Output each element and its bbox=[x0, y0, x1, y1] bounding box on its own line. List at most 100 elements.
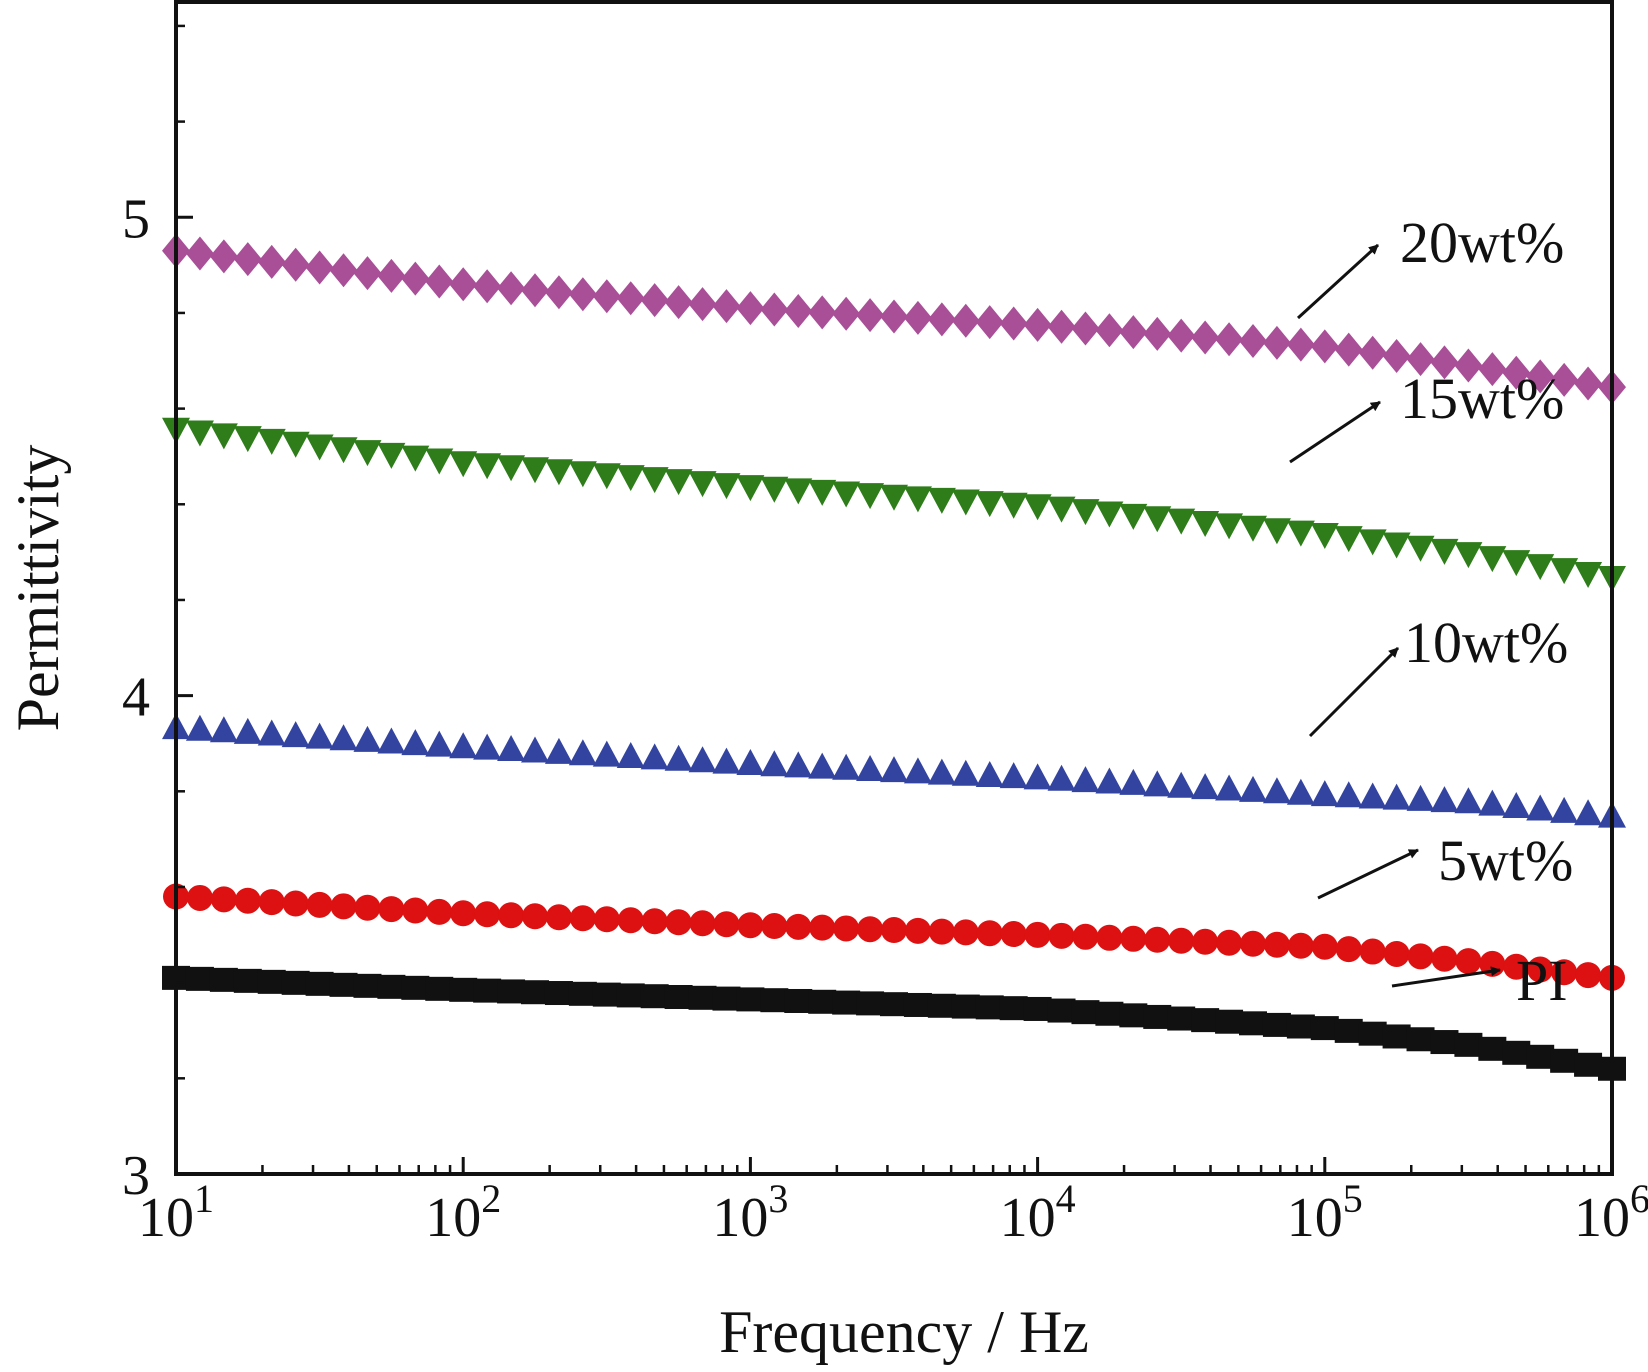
annotation-pi: PI bbox=[1391, 948, 1568, 1013]
data-point bbox=[1167, 318, 1196, 353]
data-point bbox=[856, 754, 885, 781]
data-point bbox=[975, 491, 1004, 518]
data-point bbox=[904, 917, 931, 944]
data-point bbox=[1359, 938, 1386, 965]
data-point bbox=[592, 463, 621, 490]
data-point bbox=[1095, 767, 1124, 794]
data-point bbox=[688, 985, 717, 1010]
data-point bbox=[354, 894, 381, 921]
series-20wt bbox=[162, 233, 1626, 405]
x-tick-exponent: 6 bbox=[1630, 1176, 1648, 1221]
data-point bbox=[1239, 775, 1267, 802]
data-point bbox=[210, 886, 237, 913]
data-point bbox=[281, 431, 310, 458]
data-point bbox=[186, 884, 213, 911]
data-point bbox=[1503, 953, 1530, 980]
data-point bbox=[832, 481, 861, 508]
data-point bbox=[1143, 1004, 1172, 1029]
data-point bbox=[927, 302, 956, 337]
data-point bbox=[377, 258, 406, 293]
data-point bbox=[1454, 542, 1483, 569]
data-point bbox=[497, 735, 526, 762]
data-point bbox=[1406, 784, 1435, 811]
data-point bbox=[1167, 508, 1196, 535]
data-point bbox=[425, 264, 454, 299]
data-point bbox=[616, 281, 645, 316]
data-point bbox=[785, 913, 812, 940]
data-point bbox=[1215, 322, 1244, 357]
data-point bbox=[1406, 535, 1435, 562]
data-point bbox=[1526, 1044, 1555, 1069]
data-point bbox=[1191, 1008, 1220, 1033]
data-point bbox=[1239, 324, 1267, 359]
data-point bbox=[353, 256, 382, 291]
data-point bbox=[808, 752, 837, 779]
data-point bbox=[1047, 309, 1076, 344]
data-point bbox=[1071, 1000, 1100, 1025]
data-point bbox=[1454, 348, 1483, 383]
x-tick-label: 104 bbox=[1000, 1176, 1076, 1249]
data-point bbox=[1262, 325, 1291, 360]
data-point bbox=[1023, 763, 1052, 790]
data-point bbox=[450, 900, 477, 927]
x-tick-exponent: 2 bbox=[481, 1176, 501, 1221]
data-point bbox=[544, 459, 573, 486]
x-tick-label: 103 bbox=[712, 1176, 788, 1249]
data-point bbox=[641, 908, 668, 935]
data-point bbox=[1215, 774, 1244, 801]
data-point bbox=[1263, 931, 1290, 958]
data-point bbox=[856, 483, 885, 510]
data-point bbox=[1287, 932, 1314, 959]
data-point bbox=[1310, 522, 1339, 549]
data-point bbox=[1527, 956, 1554, 983]
data-point bbox=[1502, 550, 1531, 577]
x-tick-base: 10 bbox=[1574, 1187, 1630, 1249]
data-point bbox=[688, 287, 717, 322]
data-point bbox=[209, 967, 238, 992]
data-point bbox=[233, 426, 262, 453]
data-point bbox=[234, 887, 261, 914]
data-point bbox=[401, 445, 430, 472]
series-10wt bbox=[162, 713, 1626, 828]
data-point bbox=[1430, 538, 1459, 565]
data-point bbox=[616, 983, 645, 1008]
data-point bbox=[1047, 764, 1076, 791]
data-point bbox=[306, 891, 333, 918]
data-point bbox=[999, 492, 1028, 519]
data-point bbox=[592, 279, 621, 314]
data-point bbox=[1216, 929, 1243, 956]
data-point bbox=[856, 298, 885, 333]
x-tick-base: 10 bbox=[138, 1187, 194, 1249]
data-point bbox=[1239, 1011, 1267, 1036]
x-tick-base: 10 bbox=[1287, 1187, 1343, 1249]
x-axis-title: Frequency / Hz bbox=[719, 1299, 1089, 1365]
data-point bbox=[449, 732, 478, 759]
data-point bbox=[712, 473, 741, 500]
annotation-label: PI bbox=[1516, 948, 1568, 1013]
data-point bbox=[1454, 787, 1483, 814]
data-point bbox=[257, 719, 286, 746]
annotation-10wt: 10wt% bbox=[1308, 610, 1568, 738]
annotation-label: 10wt% bbox=[1404, 610, 1568, 675]
data-point bbox=[808, 479, 837, 506]
data-point bbox=[497, 271, 526, 306]
data-point bbox=[1071, 499, 1100, 526]
data-point bbox=[1335, 936, 1362, 963]
data-point bbox=[1191, 773, 1220, 800]
data-point bbox=[377, 442, 406, 469]
data-point bbox=[1143, 770, 1172, 797]
data-point bbox=[329, 972, 358, 997]
data-point bbox=[951, 759, 980, 786]
data-point bbox=[1406, 342, 1435, 377]
data-point bbox=[976, 920, 1003, 947]
data-point bbox=[951, 994, 980, 1019]
data-point bbox=[1334, 332, 1363, 367]
data-point bbox=[402, 897, 429, 924]
data-point bbox=[1382, 532, 1411, 559]
data-point bbox=[736, 291, 765, 326]
annotation-layer: 20wt% 15wt% 10wt% 5wt% PI bbox=[1289, 210, 1573, 1013]
data-point bbox=[640, 984, 669, 1009]
data-point bbox=[1430, 786, 1459, 813]
data-point bbox=[1023, 307, 1052, 342]
